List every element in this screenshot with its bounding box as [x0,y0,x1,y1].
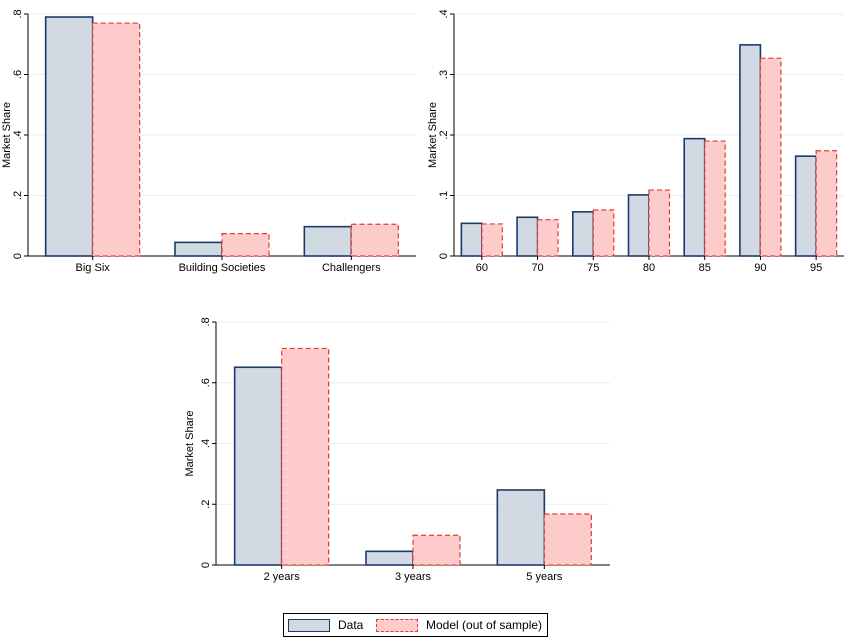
chart-panel-2: 0 .1 .2 .3 .4 Market Share 60 70 75 80 85 90 95 [427,9,844,274]
x-tick-label: Building Societies [179,262,266,274]
y-tick-label: 0 [200,562,212,568]
bar-data-5-years [496,489,546,566]
legend-swatch-data [288,618,330,632]
bar-data-95 [794,155,817,257]
bar-data-75 [571,211,595,257]
bar-model-90 [759,57,782,257]
legend-swatch-model [376,618,418,632]
bar-data-80 [627,194,650,257]
y-tick-label: .4 [12,130,24,139]
bar-model-60 [481,223,503,257]
x-tick-label: 95 [810,262,822,274]
y-tick-label: .2 [12,191,24,200]
bar-model-challengers [350,223,399,257]
chart-panel-1: 0 .2 .4 .6 .8 Market Share Big Six Building Soc… [1,9,416,274]
legend-label-data: Data [338,618,364,632]
x-tick-label: 80 [643,262,655,274]
bar-model-2-years [281,347,330,566]
x-tick-label: 85 [699,262,711,274]
bar-model-85 [704,140,726,257]
bar-model-70 [536,219,559,257]
y-tick-label: 0 [12,253,24,259]
bar-model-95 [815,150,838,257]
bar-data-60 [460,222,483,257]
x-tick-label: Challengers [322,262,381,274]
bar-data-70 [516,216,539,257]
x-tick-label: 75 [587,262,599,274]
y-tick-label: .4 [438,9,450,18]
bar-data-85 [683,137,706,257]
y-tick-label: .2 [438,130,450,139]
y-axis-label: Market Share [184,410,196,476]
bar-data-challengers [303,225,353,257]
bar-data-big-six [44,16,94,257]
x-tick-label: 90 [754,262,766,274]
y-tick-label: 0 [438,253,450,259]
y-tick-label: .6 [200,378,212,387]
y-tick-label: .2 [200,500,212,509]
y-tick-label: .6 [12,70,24,79]
legend-item-model: Model (out of sample) [376,618,542,632]
bar-model-5-years [543,513,592,566]
legend: Data Model (out of sample) [283,613,548,637]
legend-label-model: Model (out of sample) [426,618,543,632]
y-tick-label: .3 [438,70,450,79]
x-tick-label: 70 [531,262,543,274]
bar-data-3-years [365,550,414,566]
y-axis-label: Market Share [1,102,13,168]
bar-model-80 [648,189,671,257]
x-tick-label: Big Six [76,262,111,274]
x-tick-label: 5 years [526,571,563,583]
bar-model-3-years [412,534,461,566]
x-tick-label: 2 years [264,571,301,583]
bar-model-75 [592,209,615,257]
x-tick-label: 60 [476,262,488,274]
y-tick-label: .8 [200,317,212,326]
legend-item-data: Data [288,618,363,632]
y-axis-label: Market Share [427,102,439,168]
y-tick-label: .1 [438,191,450,200]
y-tick-label: .4 [200,439,212,448]
bar-model-big-six [92,22,141,257]
bar-data-90 [739,44,762,257]
chart-panel-3: 0 .2 .4 .6 .8 Market Share 2 years 3 years 5 yea… [184,317,610,583]
bar-data-building-societies [174,241,223,257]
x-tick-label: 3 years [395,571,432,583]
bar-data-2-years [233,366,283,566]
y-tick-label: .8 [12,9,24,18]
bar-model-building-societies [221,233,270,257]
